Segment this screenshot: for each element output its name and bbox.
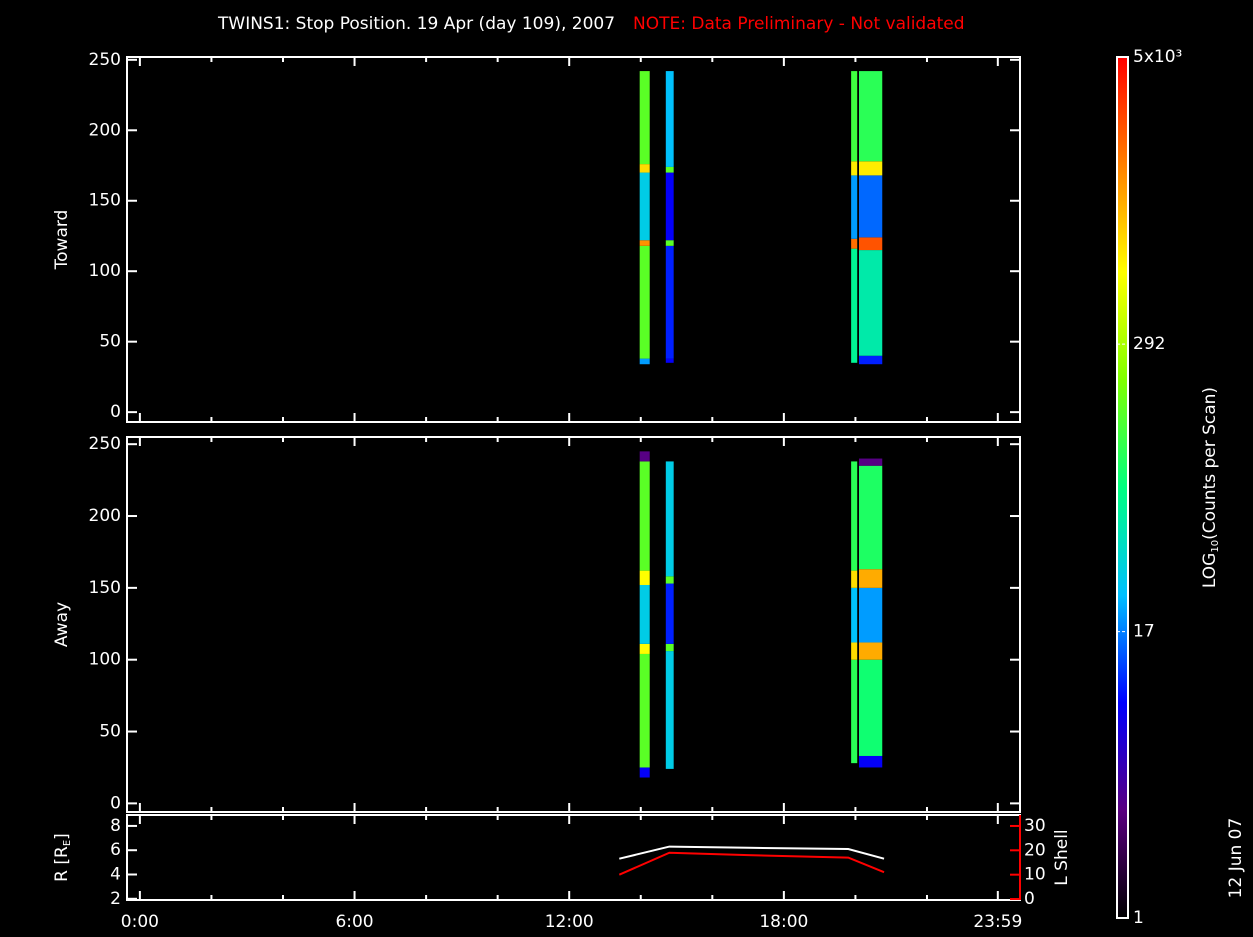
heatmap-cell <box>639 172 650 241</box>
heatmap-cell <box>851 461 858 571</box>
title-text: TWINS1: Stop Position. 19 Apr (day 109),… <box>217 14 615 34</box>
heatmap-cell <box>639 767 650 778</box>
heatmap-cell <box>665 166 674 173</box>
heatmap-cell <box>665 576 674 584</box>
heatmap-cell <box>665 71 674 167</box>
x-tick-label: 18:00 <box>759 912 808 932</box>
colorbar-tick-label: 5x10³ <box>1133 47 1182 67</box>
heatmap-cell <box>859 161 883 176</box>
heatmap-cell <box>639 584 650 644</box>
heatmap-cell <box>851 238 858 249</box>
y-tick-label: 200 <box>89 506 121 526</box>
heatmap-cell <box>639 451 650 462</box>
heatmap-cell <box>665 583 674 644</box>
y-tick-label: 250 <box>89 50 121 70</box>
heatmap-cell <box>665 240 674 246</box>
colorbar-tick-label: 17 <box>1133 622 1155 642</box>
y-label-sub: E <box>62 840 73 846</box>
y-tick-label: 150 <box>89 578 121 598</box>
heatmap-cell <box>859 659 883 756</box>
y2-tick-label: 10 <box>1024 865 1046 885</box>
heatmap-cell <box>859 465 883 570</box>
heatmap-cell <box>665 643 674 652</box>
label-sub: 10 <box>1210 540 1221 553</box>
heatmap-cell <box>859 237 883 251</box>
y-tick-label: 0 <box>110 402 121 422</box>
x-tick-label: 6:00 <box>335 912 373 932</box>
colorbar-label: LOG10(Counts per Scan) <box>1200 387 1221 588</box>
y-axis-label: Toward <box>52 210 72 271</box>
heatmap-cell <box>639 164 650 173</box>
y-tick-label: 8 <box>110 816 121 836</box>
chart-title: TWINS1: Stop Position. 19 Apr (day 109),… <box>217 14 965 34</box>
heatmap-cell <box>859 175 883 238</box>
y-tick-label: 150 <box>89 191 121 211</box>
y-tick-label: 100 <box>89 261 121 281</box>
plot-frame <box>126 56 1021 423</box>
y-axis-label: Away <box>52 602 72 647</box>
heatmap-cell <box>639 570 650 585</box>
heatmap-cell <box>851 248 858 363</box>
heatmap-cell <box>859 71 883 162</box>
y-axis-label: R [RE] <box>52 833 73 882</box>
colorbar-tick-label: 1 <box>1133 908 1144 928</box>
heatmap-cell <box>665 172 674 241</box>
heatmap-cell <box>639 643 650 654</box>
series-line <box>619 845 885 860</box>
x-tick-label: 23:59 <box>973 912 1022 932</box>
heatmap-cell <box>665 651 674 769</box>
series-line <box>618 851 885 876</box>
y2-axis-label: L Shell <box>1052 829 1072 885</box>
y2-tick-label: 0 <box>1024 889 1035 909</box>
x-tick-label: 12:00 <box>545 912 594 932</box>
heatmap-cell <box>859 642 883 660</box>
y-tick-label: 100 <box>89 650 121 670</box>
heatmap-cell <box>639 461 650 571</box>
heatmap-cell <box>859 569 883 588</box>
plot-frame <box>126 436 1021 813</box>
heatmap-cell <box>851 71 858 162</box>
heatmap-cell <box>665 245 674 359</box>
heatmap-cell <box>639 358 650 365</box>
heatmap-cell <box>851 161 858 176</box>
heatmap-cell <box>639 240 650 246</box>
heatmap-cell <box>859 458 883 466</box>
heatmap-cell <box>851 175 858 239</box>
heatmap-cell <box>665 461 674 577</box>
y2-tick-label: 20 <box>1024 840 1046 860</box>
heatmap-cell <box>639 653 650 768</box>
label-part: LOG <box>1200 553 1220 588</box>
heatmap-cell <box>859 587 883 643</box>
y-tick-label: 200 <box>89 120 121 140</box>
y2-tick-label: 30 <box>1024 816 1046 836</box>
y-tick-label: 0 <box>110 793 121 813</box>
heatmap-cell <box>859 355 883 365</box>
y-tick-label: 2 <box>110 889 121 909</box>
heatmap-cell <box>859 250 883 356</box>
heatmap-cell <box>639 245 650 359</box>
label-part: (Counts per Scan) <box>1200 387 1220 540</box>
y-tick-label: 6 <box>110 840 121 860</box>
title-note: NOTE: Data Preliminary - Not validated <box>633 14 965 34</box>
y-tick-label: 4 <box>110 865 121 885</box>
colorbar-tick-label: 292 <box>1133 334 1165 354</box>
heatmap-cell <box>851 570 858 588</box>
heatmap-cell <box>639 71 650 165</box>
y-label-part: R [R <box>52 846 72 882</box>
heatmap-cell <box>851 659 858 764</box>
heatmap-cell <box>851 642 858 660</box>
y-label-part: ] <box>52 833 72 840</box>
y-tick-label: 50 <box>99 332 121 352</box>
heatmap-cell <box>859 755 883 768</box>
date-stamp: 12 Jun 07 <box>1226 818 1246 899</box>
x-tick-label: 0:00 <box>121 912 159 932</box>
heatmap-cell <box>851 587 858 643</box>
heatmap-cell <box>665 358 674 363</box>
y-tick-label: 250 <box>89 434 121 454</box>
y-tick-label: 50 <box>99 722 121 742</box>
colorbar <box>1116 56 1129 919</box>
